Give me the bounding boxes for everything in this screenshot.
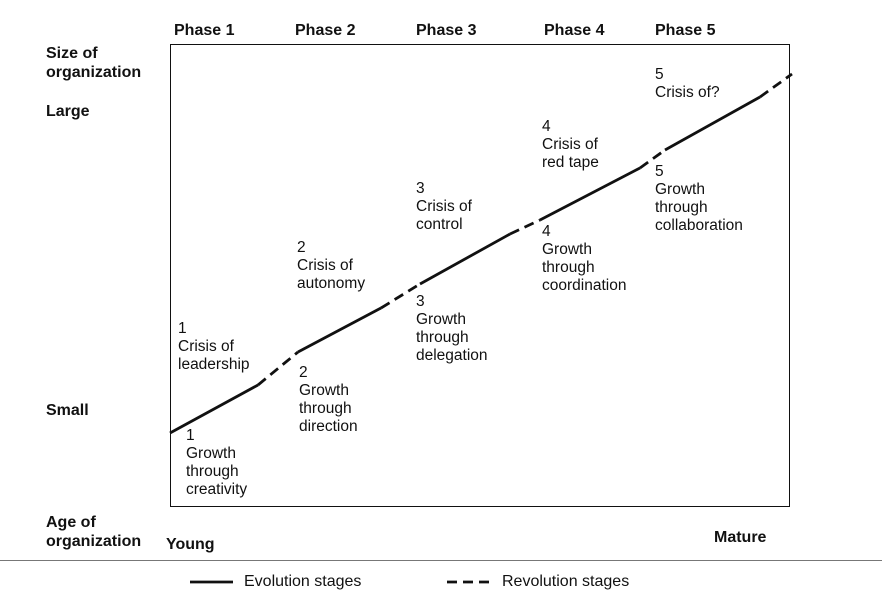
crisis-line: Crisis of?: [655, 84, 720, 101]
x-axis-title-line-2: organization: [46, 533, 142, 550]
growth-line: delegation: [416, 347, 488, 364]
growth-5-note: 5 Growth through collaboration: [655, 163, 743, 235]
crisis-line: Crisis of: [178, 338, 234, 355]
revolution-segment-5: [759, 72, 793, 99]
evolution-segment-5: [664, 95, 761, 152]
phase-1-label: Phase 1: [174, 22, 235, 39]
growth-2-note: 2 Growth through direction: [299, 364, 358, 436]
phase-2-label: Phase 2: [295, 22, 356, 39]
crisis-number: 2: [297, 239, 306, 256]
phase-5-label: Phase 5: [655, 22, 716, 39]
crisis-number: 1: [178, 320, 187, 337]
growth-line: Growth: [542, 241, 592, 258]
revolution-segment-4: [639, 148, 666, 170]
crisis-line: red tape: [542, 154, 599, 171]
crisis-4-note: 4 Crisis of red tape: [542, 118, 599, 172]
y-axis-large-label: Large: [46, 103, 90, 120]
growth-line: through: [186, 463, 239, 480]
legend-evolution-label: Evolution stages: [244, 573, 362, 590]
y-axis-title-line-2: organization: [46, 64, 142, 81]
y-axis-title: Size of organization: [46, 44, 141, 82]
crisis-number: 5: [655, 66, 664, 83]
evolution-segment-2: [297, 306, 382, 354]
crisis-line: control: [416, 216, 463, 233]
crisis-number: 4: [542, 118, 551, 135]
x-axis-title-line-1: Age of: [46, 514, 96, 531]
growth-line: through: [416, 329, 469, 346]
revolution-segment-3: [509, 218, 541, 236]
legend-divider: [0, 560, 882, 561]
x-axis-title: Age of organization: [46, 513, 141, 551]
crisis-1-note: 1 Crisis of leadership: [178, 320, 250, 374]
growth-number: 4: [542, 223, 551, 240]
legend-revolution-label: Revolution stages: [502, 573, 630, 590]
crisis-number: 3: [416, 180, 425, 197]
growth-1-note: 1 Growth through creativity: [186, 427, 247, 499]
phase-4-label: Phase 4: [544, 22, 605, 39]
growth-line: Growth: [186, 445, 236, 462]
revolution-segment-1: [257, 350, 299, 387]
y-axis-title-line-1: Size of: [46, 45, 98, 62]
growth-line: through: [655, 199, 708, 216]
growth-line: through: [542, 259, 595, 276]
growth-line: Growth: [655, 181, 705, 198]
diagram-frame: [170, 44, 790, 507]
crisis-2-note: 2 Crisis of autonomy: [297, 239, 365, 293]
crisis-line: Crisis of: [416, 198, 472, 215]
evolution-segment-3: [419, 232, 511, 286]
growth-number: 3: [416, 293, 425, 310]
crisis-line: Crisis of: [297, 257, 353, 274]
phase-3-label: Phase 3: [416, 22, 477, 39]
growth-line: collaboration: [655, 217, 743, 234]
growth-line: creativity: [186, 481, 248, 498]
crisis-line: leadership: [178, 356, 250, 373]
y-axis-small-label: Small: [46, 402, 89, 419]
evolution-segment-1: [169, 383, 259, 435]
x-axis-young-label: Young: [166, 536, 215, 553]
crisis-3-note: 3 Crisis of control: [416, 180, 472, 234]
growth-line: through: [299, 400, 352, 417]
evolution-segment-4: [539, 166, 641, 222]
growth-line: coordination: [542, 277, 627, 294]
x-axis-mature-label: Mature: [714, 529, 767, 546]
crisis-line: autonomy: [297, 275, 366, 292]
crisis-line: Crisis of: [542, 136, 598, 153]
growth-number: 1: [186, 427, 195, 444]
growth-3-note: 3 Growth through delegation: [416, 293, 488, 365]
growth-number: 5: [655, 163, 664, 180]
revolution-segment-2: [380, 282, 421, 310]
crisis-5-note: 5 Crisis of?: [655, 66, 720, 102]
growth-4-note: 4 Growth through coordination: [542, 223, 626, 295]
growth-line: direction: [299, 418, 358, 435]
growth-line: Growth: [416, 311, 466, 328]
growth-number: 2: [299, 364, 308, 381]
growth-line: Growth: [299, 382, 349, 399]
